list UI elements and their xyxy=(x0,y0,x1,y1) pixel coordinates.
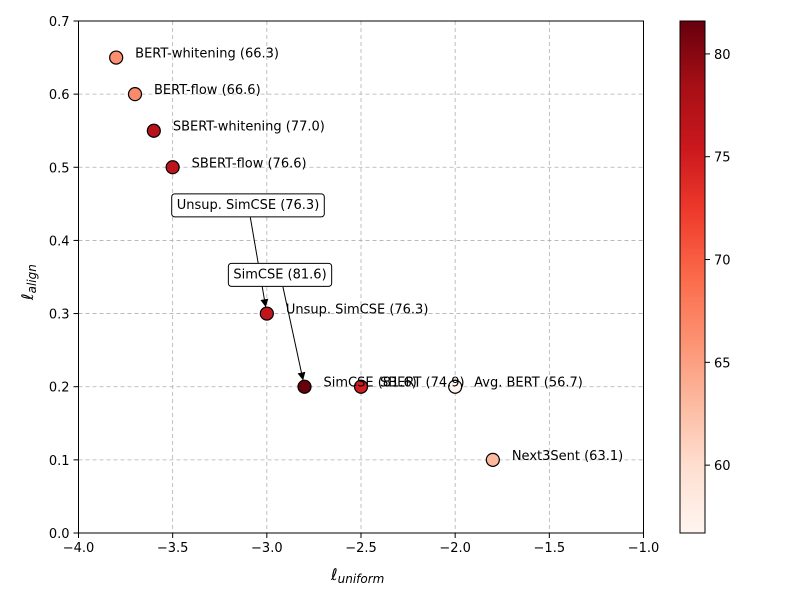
point-label: BERT-flow (66.6) xyxy=(154,83,261,98)
x-tick-label: −4.0 xyxy=(63,541,95,556)
colorbar-tick-label: 80 xyxy=(714,48,731,63)
y-tick-label: 0.7 xyxy=(49,15,70,30)
callout-arrow xyxy=(249,217,269,308)
callout-box xyxy=(227,262,333,287)
y-tick-label: 0.6 xyxy=(49,88,70,103)
colorbar-tick-label: 60 xyxy=(714,459,731,474)
data-point xyxy=(485,452,500,467)
y-tick-label: 0.5 xyxy=(49,161,70,176)
data-point xyxy=(127,87,143,102)
x-axis-label: ℓuniform xyxy=(330,565,384,586)
y-tick-label: 0.4 xyxy=(49,234,70,249)
callout-text: Unsup. SimCSE (76.3) xyxy=(177,198,320,213)
data-point xyxy=(165,160,180,175)
colorbar-tick-label: 70 xyxy=(714,254,731,269)
callout-text: SimCSE (81.6) xyxy=(233,267,326,282)
point-label: SBERT (74.9) xyxy=(380,376,465,391)
data-point xyxy=(259,306,274,321)
y-axis-ticks: 0.0 0.1 0.2 0.3 0.4 0.5 0.6 0.7 xyxy=(49,15,79,542)
x-tick-label: −3.0 xyxy=(251,541,283,556)
x-tick-label: −2.0 xyxy=(439,541,471,556)
annotation-callout: SimCSE (81.6) xyxy=(227,262,333,287)
data-point xyxy=(353,379,369,394)
colorbar-ticks: 60 65 70 75 80 xyxy=(705,48,731,474)
point-label: Unsup. SimCSE (76.3) xyxy=(286,303,429,318)
annotation-arrows xyxy=(249,217,306,381)
data-point xyxy=(146,123,161,138)
callout-arrow xyxy=(282,286,306,381)
annotation-callouts: Unsup. SimCSE (76.3) SimCSE (81.6) xyxy=(171,193,333,287)
colorbar-tick-label: 65 xyxy=(714,356,731,371)
point-label: Avg. BERT (56.7) xyxy=(474,376,583,391)
annotation-callout: Unsup. SimCSE (76.3) xyxy=(171,193,325,218)
callout-box xyxy=(171,193,325,218)
data-point xyxy=(109,50,124,65)
point-label: BERT-whitening (66.3) xyxy=(135,47,279,62)
x-tick-label: −1.0 xyxy=(628,541,660,556)
y-tick-label: 0.0 xyxy=(49,527,70,542)
data-point xyxy=(448,379,463,394)
colorbar xyxy=(679,20,706,534)
y-tick-label: 0.1 xyxy=(49,454,70,469)
y-axis-label: ℓalign xyxy=(18,264,39,301)
y-tick-label: 0.3 xyxy=(49,308,70,323)
x-tick-label: −3.5 xyxy=(157,541,189,556)
x-axis-ticks: −4.0 −3.5 −3.0 −2.5 −2.0 −1.5 −1.0 xyxy=(63,533,660,556)
point-label: Next3Sent (63.1) xyxy=(512,449,623,464)
data-point xyxy=(297,379,312,394)
point-labels: BERT-whitening (66.3) BERT-flow (66.6) SBE… xyxy=(135,47,623,464)
colorbar-tick-label: 75 xyxy=(714,151,731,166)
point-label: SBERT-whitening (77.0) xyxy=(173,120,325,135)
y-tick-label: 0.2 xyxy=(49,381,70,396)
x-tick-label: −2.5 xyxy=(345,541,377,556)
data-points xyxy=(109,50,500,467)
x-tick-label: −1.5 xyxy=(534,541,566,556)
point-label: SBERT-flow (76.6) xyxy=(192,156,307,171)
point-label: SimCSE (81.6) xyxy=(324,376,417,391)
